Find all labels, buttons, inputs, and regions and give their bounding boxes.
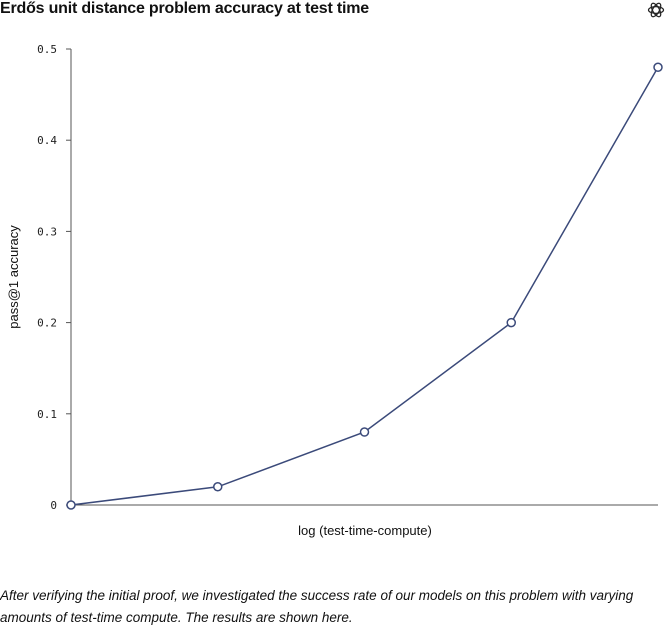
- data-point: [653, 62, 663, 72]
- y-tick-label: 0.3: [37, 225, 57, 238]
- caption: After verifying the initial proof, we in…: [0, 588, 634, 625]
- line-chart: 0 0.1 0.2 0.3 0.4 0.5 log (test-time-compute)…: [6, 43, 663, 538]
- data-point: [359, 427, 370, 437]
- y-tick-label: 0: [50, 499, 57, 512]
- y-axis-label: pass@1 accuracy: [6, 225, 21, 329]
- openai-logo-icon: [647, 2, 665, 18]
- y-tick-label: 0.5: [37, 43, 57, 56]
- y-tick-label: 0.1: [37, 408, 57, 421]
- x-axis-label: log (test-time-compute): [298, 523, 432, 538]
- series-line: [70, 66, 659, 506]
- data-point: [506, 317, 516, 328]
- y-tick-label: 0.2: [37, 317, 57, 330]
- y-tick-label: 0.4: [37, 134, 57, 147]
- chart-title: Erdős unit distance problem accuracy at …: [0, 0, 369, 17]
- data-point: [213, 482, 223, 492]
- data-point: [66, 500, 76, 510]
